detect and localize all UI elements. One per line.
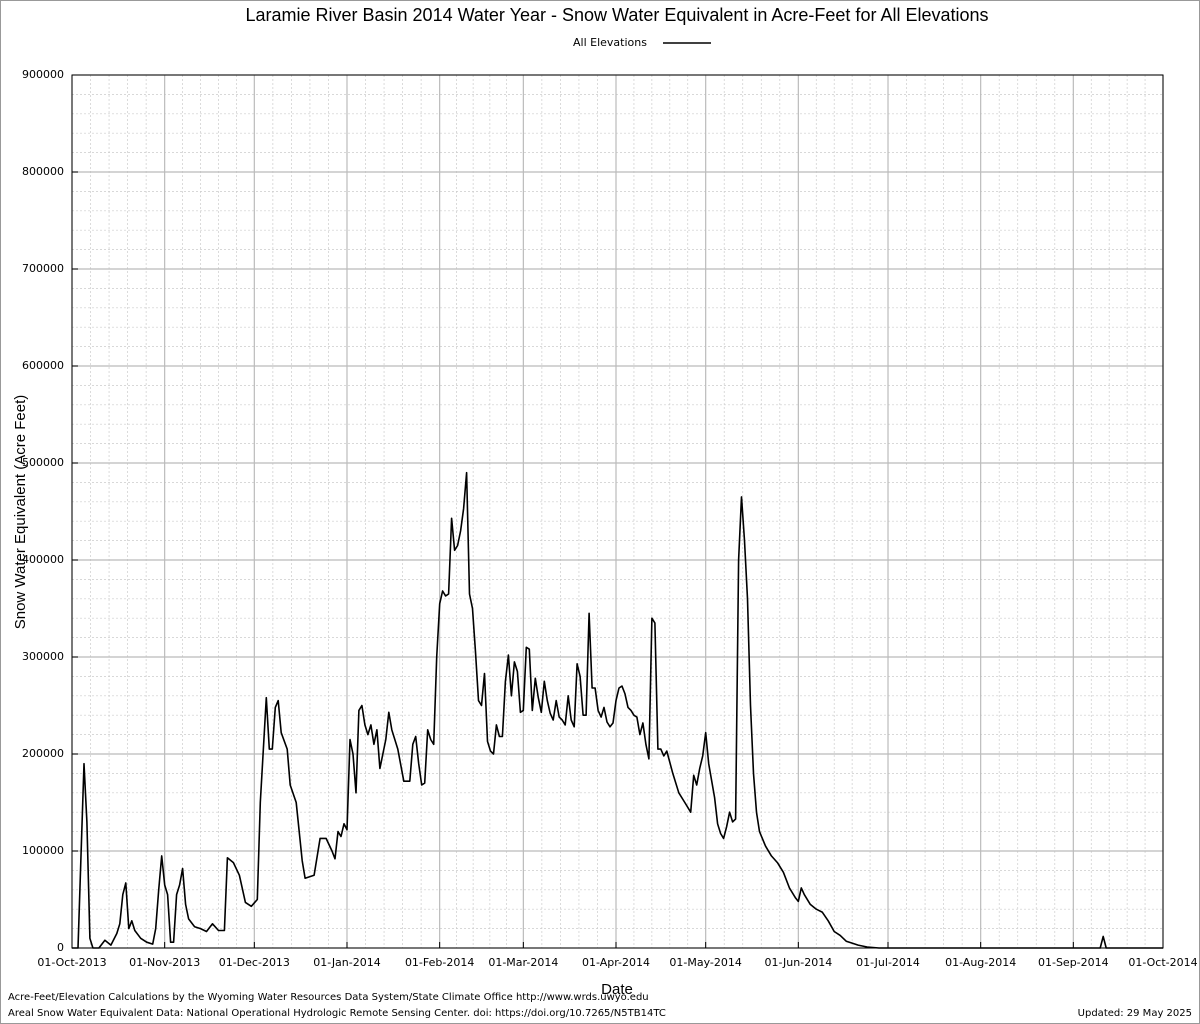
x-tick-label: 01-Jan-2014 [313, 956, 381, 969]
y-tick-label: 0 [57, 941, 64, 954]
x-tick-label: 01-Feb-2014 [405, 956, 474, 969]
plot-border [71, 74, 1164, 949]
y-tick-label: 600000 [22, 359, 64, 372]
y-tick-label: 900000 [22, 68, 64, 81]
x-tick-label: 01-Aug-2014 [945, 956, 1016, 969]
y-tick-label: 100000 [22, 844, 64, 857]
y-axis-label: Snow Water Equivalent (Acre Feet) [12, 395, 29, 630]
x-tick-label: 01-Jun-2014 [764, 956, 832, 969]
y-tick-label: 800000 [22, 165, 64, 178]
x-tick-label: 01-Oct-2014 [1128, 956, 1197, 969]
chart-title: Laramie River Basin 2014 Water Year - Sn… [245, 5, 988, 25]
data-line [72, 471, 1163, 949]
x-tick-label: 01-May-2014 [669, 956, 741, 969]
y-tick-label: 700000 [22, 262, 64, 275]
x-axis-label: Date [601, 981, 633, 998]
x-tick-label: 01-Apr-2014 [582, 956, 650, 969]
x-tick-label: 01-Oct-2013 [37, 956, 106, 969]
x-tick-label: 01-Dec-2013 [219, 956, 290, 969]
footnote: Acre-Feet/Elevation Calculations by the … [8, 992, 649, 1003]
y-tick-label: 500000 [22, 456, 64, 469]
y-tick-label: 400000 [22, 553, 64, 566]
footnote: Areal Snow Water Equivalent Data: Nation… [8, 1008, 666, 1019]
grid [71, 74, 1164, 949]
updated-note: Updated: 29 May 2025 [1078, 1008, 1192, 1019]
y-tick-label: 200000 [22, 747, 64, 760]
x-tick-label: 01-Nov-2013 [129, 956, 200, 969]
y-tick-label: 300000 [22, 650, 64, 663]
legend-label: All Elevations [573, 36, 647, 49]
x-tick-label: 01-Mar-2014 [488, 956, 558, 969]
x-tick-label: 01-Jul-2014 [856, 956, 920, 969]
x-tick-label: 01-Sep-2014 [1038, 956, 1109, 969]
